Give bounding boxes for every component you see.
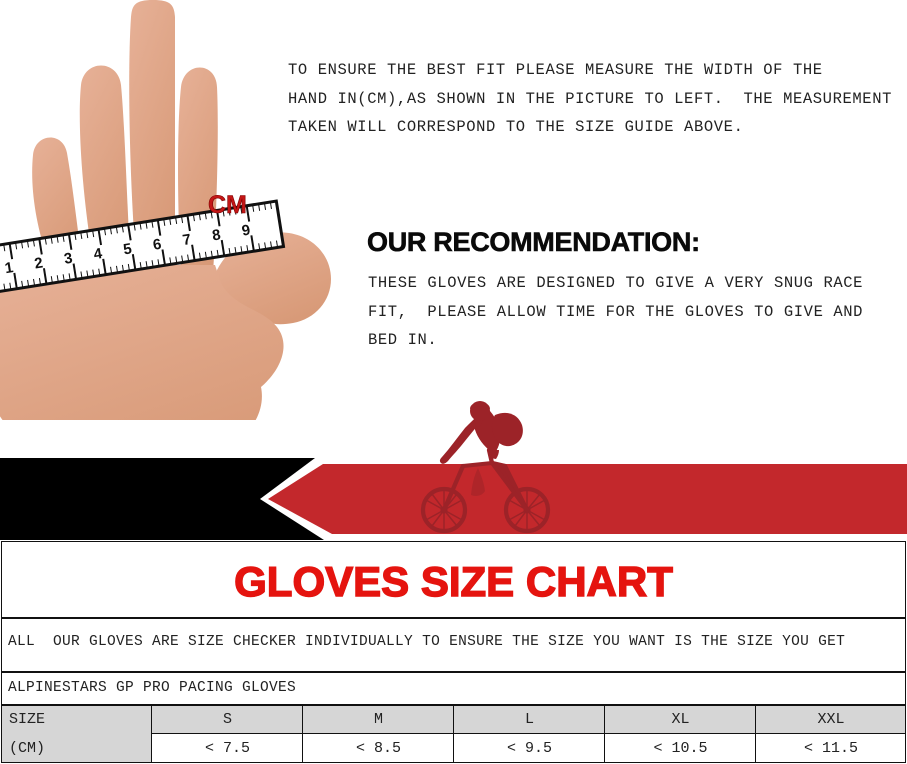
svg-text:CM: CM (208, 191, 247, 219)
